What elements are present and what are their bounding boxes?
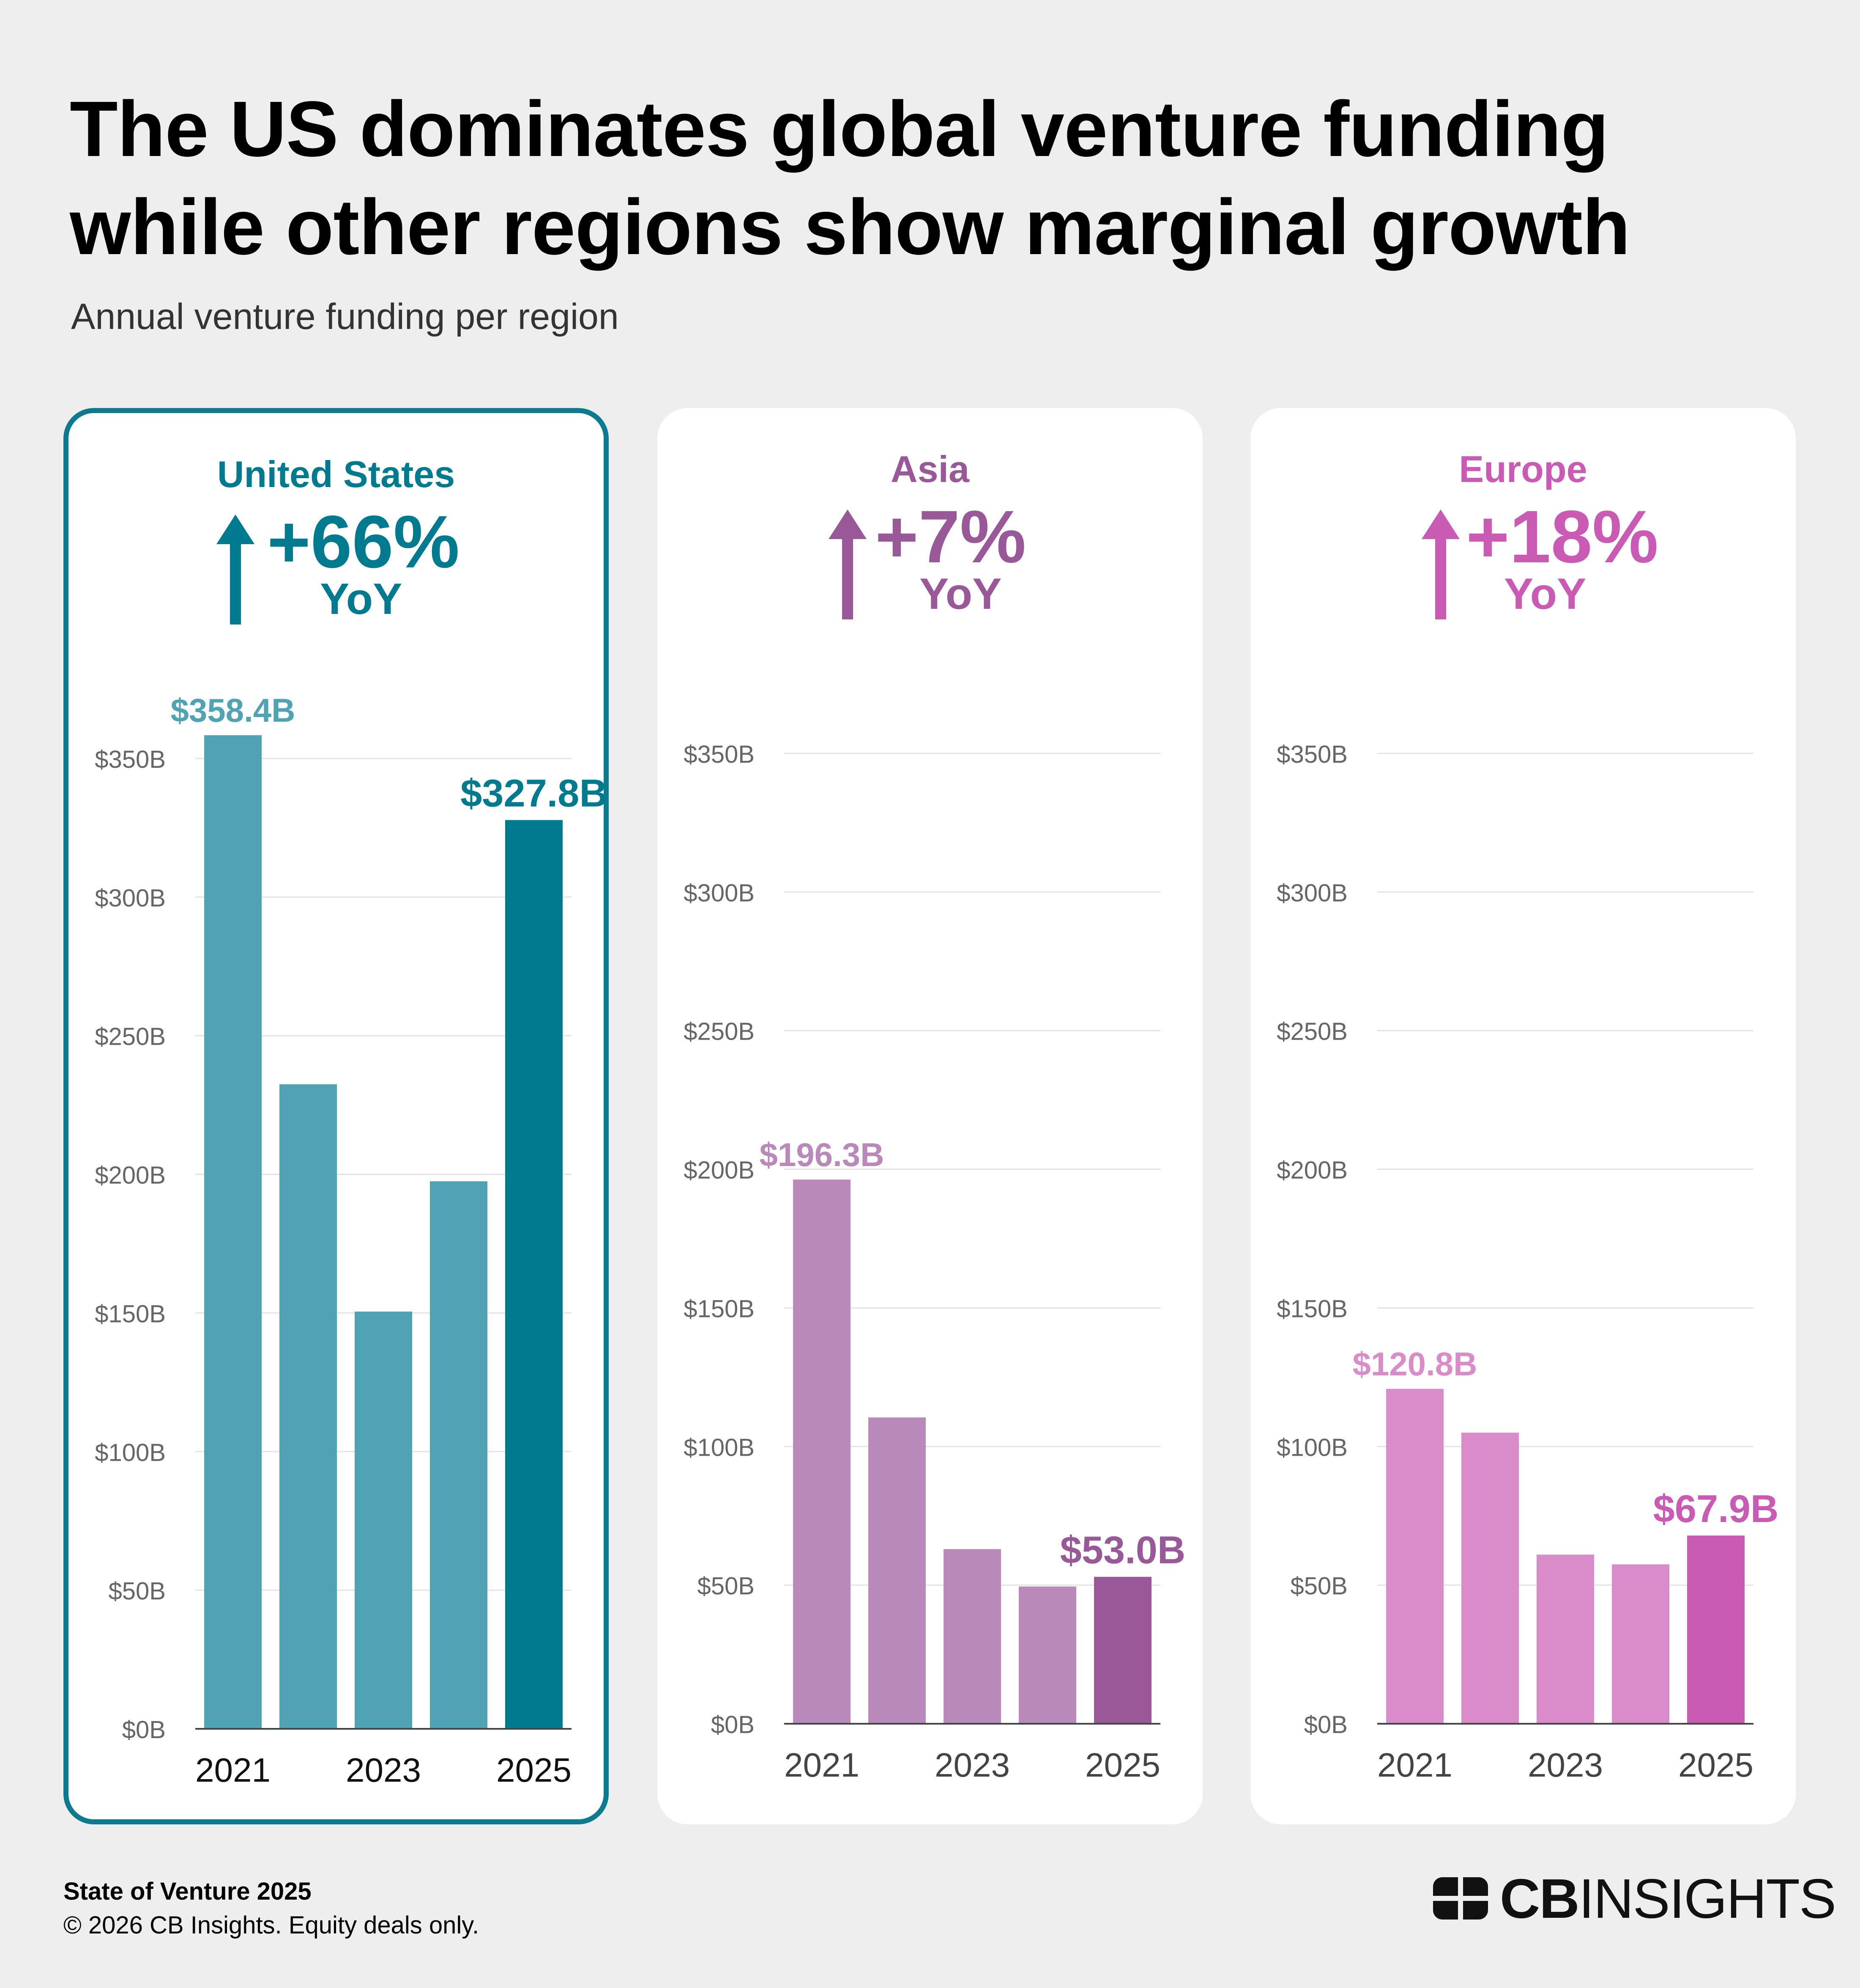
y-tick-label: $300B	[684, 879, 755, 907]
footer-copyright: © 2026 CB Insights. Equity deals only.	[63, 1911, 479, 1939]
up-arrow-icon	[216, 515, 254, 624]
y-tick-label: $100B	[95, 1439, 166, 1466]
y-tick-label: $50B	[1291, 1572, 1348, 1600]
logo-wordmark: CBINSIGHTS	[1500, 1867, 1836, 1930]
data-label: $67.9B	[1653, 1487, 1779, 1531]
growth-percent: +7%	[875, 496, 1026, 578]
y-tick-label: $300B	[1277, 879, 1348, 907]
y-tick-label: $350B	[684, 741, 755, 768]
bar	[1537, 1555, 1594, 1724]
bar	[1019, 1586, 1076, 1724]
x-tick-label: 2021	[784, 1746, 859, 1784]
y-tick-label: $350B	[95, 746, 166, 773]
x-tick-label: 2023	[935, 1746, 1010, 1784]
yoy-label: YoY	[919, 570, 1002, 619]
page-title: The US dominates global venture funding …	[70, 80, 1630, 277]
bar-chart-united-states: $0B $50B $100B $150B $200B $250B $300B $350B$35…	[95, 692, 607, 1789]
title-line-1: The US dominates global venture funding	[70, 85, 1609, 173]
data-label: $196.3B	[760, 1136, 884, 1173]
panel-title: Europe	[1459, 448, 1587, 490]
cb-insights-logo: CBINSIGHTS	[1433, 1865, 1836, 1932]
y-tick-label: $0B	[711, 1711, 755, 1739]
bar-chart-asia: $0B $50B $100B $150B $200B $250B $300B $350B $19…	[684, 741, 1186, 1784]
data-label: $358.4B	[171, 692, 295, 729]
data-label: $53.0B	[1060, 1528, 1186, 1572]
x-tick-label: 2023	[346, 1751, 421, 1789]
yoy-label: YoY	[320, 575, 402, 624]
logo-regular-text: INSIGHTS	[1578, 1867, 1836, 1930]
cb-insights-logo-icon	[1433, 1877, 1488, 1920]
x-tick-label: 2025	[496, 1751, 572, 1789]
bar	[793, 1179, 851, 1724]
x-tick-label: 2025	[1678, 1746, 1753, 1784]
y-tick-label: $50B	[698, 1572, 755, 1600]
x-tick-label: 2023	[1528, 1746, 1603, 1784]
x-tick-label: 2021	[195, 1751, 271, 1789]
y-tick-label: $100B	[1277, 1434, 1348, 1461]
x-tick-label: 2021	[1377, 1746, 1452, 1784]
yoy-label: YoY	[1504, 570, 1586, 619]
bar	[1461, 1432, 1519, 1724]
panel-title: Asia	[891, 448, 969, 490]
bar	[1094, 1577, 1152, 1724]
y-tick-label: $200B	[684, 1157, 755, 1184]
y-tick-label: $0B	[1304, 1711, 1348, 1739]
y-tick-label: $250B	[95, 1023, 166, 1051]
y-tick-label: $150B	[95, 1300, 166, 1328]
y-tick-label: $50B	[109, 1577, 166, 1605]
y-tick-label: $100B	[684, 1434, 755, 1461]
up-arrow-icon	[829, 509, 867, 619]
title-line-2: while other regions show marginal growth	[70, 183, 1630, 271]
bar	[430, 1181, 487, 1729]
y-tick-label: $0B	[122, 1716, 166, 1744]
bar	[1687, 1535, 1745, 1724]
y-tick-label: $200B	[95, 1162, 166, 1189]
y-tick-label: $350B	[1277, 741, 1348, 768]
bar	[944, 1549, 1001, 1724]
page-subtitle: Annual venture funding per region	[71, 296, 619, 337]
bar	[1386, 1388, 1444, 1724]
data-label: $327.8B	[460, 772, 607, 815]
y-tick-label: $150B	[1277, 1295, 1348, 1323]
bar	[868, 1417, 926, 1724]
y-tick-label: $300B	[95, 884, 166, 912]
y-tick-label: $150B	[684, 1295, 755, 1323]
data-label: $120.8B	[1353, 1345, 1477, 1383]
bar	[505, 820, 563, 1729]
panel-united-states: United States +66% YoY $0B $50B $100B $150B…	[63, 408, 609, 1824]
y-tick-label: $250B	[684, 1018, 755, 1046]
up-arrow-icon	[1422, 509, 1460, 619]
panel-title: United States	[217, 453, 455, 495]
growth-percent: +66%	[267, 501, 460, 583]
bar	[1612, 1564, 1669, 1724]
panel-europe: Europe +18% YoY $0B $50B $100B $150B $200B $2…	[1250, 408, 1796, 1824]
x-tick-label: 2025	[1085, 1746, 1160, 1784]
panel-asia: Asia +7% YoY $0B $50B $100B $150B $200B $250B…	[657, 408, 1203, 1824]
y-tick-label: $200B	[1277, 1157, 1348, 1184]
footer-source-title: State of Venture 2025	[63, 1878, 312, 1905]
bar-chart-europe: $0B $50B $100B $150B $200B $250B $300B $350B $12…	[1277, 741, 1779, 1784]
growth-percent: +18%	[1466, 496, 1659, 578]
bar	[279, 1084, 337, 1729]
y-tick-label: $250B	[1277, 1018, 1348, 1046]
logo-bold-text: CB	[1500, 1867, 1580, 1930]
bar	[355, 1312, 412, 1729]
bar	[204, 735, 262, 1729]
